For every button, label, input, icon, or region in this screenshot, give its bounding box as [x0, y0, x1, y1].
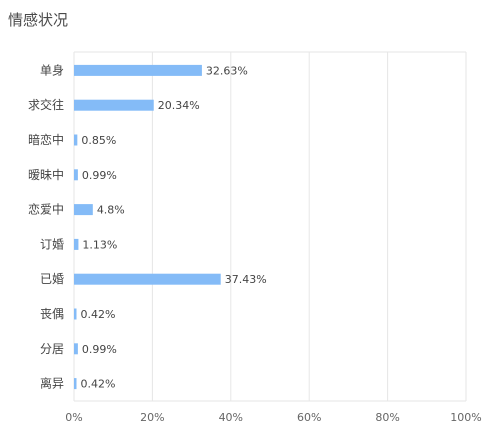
category-label: 单身	[40, 62, 64, 77]
category-label: 暧昧中	[28, 167, 64, 182]
x-tick-label: 40%	[219, 411, 243, 424]
data-label: 4.8%	[97, 204, 125, 217]
data-label: 0.99%	[82, 343, 117, 356]
x-tick-labels: 0% 20% 40% 60% 80% 100%	[65, 411, 481, 424]
category-label: 已婚	[40, 272, 64, 286]
bar	[74, 343, 78, 355]
x-tick-label: 80%	[375, 411, 399, 424]
data-label: 1.13%	[82, 238, 117, 251]
x-tick-label: 0%	[65, 411, 82, 424]
category-label: 求交往	[28, 97, 64, 112]
bar	[74, 238, 79, 250]
data-label: 0.42%	[81, 308, 116, 321]
bars	[74, 64, 221, 390]
category-label: 离异	[40, 376, 64, 391]
bar	[74, 134, 78, 146]
chart-title: 情感状况	[8, 11, 69, 29]
data-label: 0.85%	[81, 134, 116, 147]
bar	[74, 204, 93, 216]
category-label: 分居	[40, 342, 64, 356]
x-tick-label: 60%	[297, 411, 321, 424]
bar	[74, 64, 202, 76]
grid-lines	[73, 51, 467, 402]
category-label: 订婚	[40, 237, 64, 251]
category-label: 丧偶	[40, 307, 64, 321]
category-label: 恋爱中	[28, 202, 64, 217]
data-label: 0.99%	[82, 169, 117, 182]
bar	[74, 378, 77, 390]
data-label: 37.43%	[225, 273, 267, 286]
bar	[74, 308, 77, 320]
bar	[74, 273, 221, 285]
data-label: 32.63%	[206, 64, 248, 77]
data-label: 0.42%	[81, 378, 116, 391]
bar	[74, 99, 154, 111]
x-tick-label: 20%	[140, 411, 164, 424]
bar	[74, 169, 78, 181]
data-label: 20.34%	[158, 99, 200, 112]
x-tick-label: 100%	[450, 411, 481, 424]
category-label: 暗恋中	[28, 132, 64, 147]
data-labels: 32.63% 20.34% 0.85% 0.99% 4.8% 1.13% 37.43% 0.4…	[81, 64, 267, 390]
